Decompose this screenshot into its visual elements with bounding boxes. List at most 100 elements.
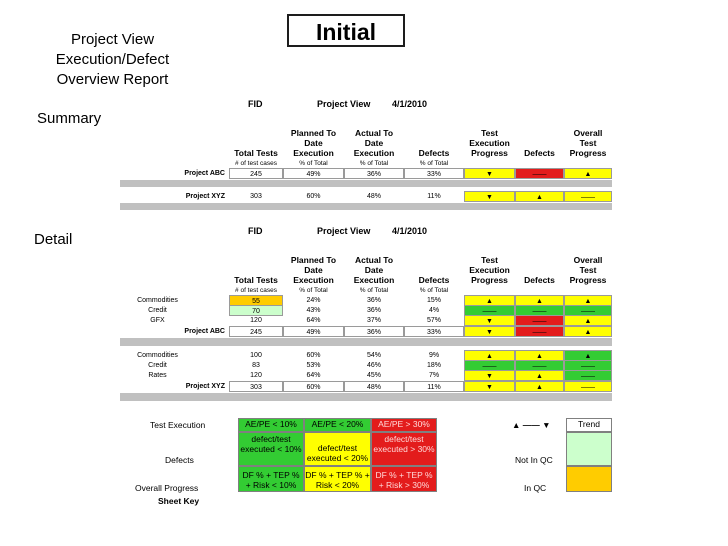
detail-group-1-row-0-value-2: 54% (366, 352, 381, 359)
key-label-overall-progress: Overall Progress (135, 483, 199, 493)
key-cell-overall-yellow: DF % + TEP % + Risk < 20% (304, 466, 371, 492)
summary-col-header-6-line-2: Progress (569, 148, 607, 158)
detail-group-0-row-2-trend-0: ▼ (464, 315, 515, 326)
detail-group-1-row-1-value-1: 53% (306, 362, 321, 369)
summary-band-0 (120, 180, 612, 187)
summary-row-0-value-1: 49% (283, 168, 344, 179)
key-cell-defects-red: defect/test executed > 30% (371, 432, 437, 466)
detail-col-header-5: Defects (515, 275, 564, 285)
detail-group-1-row-2-value-0: 120 (250, 372, 262, 379)
summary-col-header-6-line-1: Test (579, 138, 597, 148)
detail-group-1-row-1-value-2: 46% (366, 362, 381, 369)
detail-group-0-row-2-value-3: 57% (426, 317, 441, 324)
summary-subcol-2: % of Total (359, 160, 389, 167)
summary-col-header-3-line-0: Defects (418, 148, 450, 158)
summary-row-1-value-3: 11% (427, 193, 441, 200)
detail-col-header-4-line-2: Progress (471, 275, 508, 285)
summary-col-header-5: Defects (515, 148, 564, 158)
summary-row-0-value-3: 33% (404, 168, 464, 179)
detail-col-header-6-line-1: Test (579, 265, 597, 275)
detail-group-0-row-0-value-2: 36% (366, 297, 381, 304)
detail-col-header-2-line-2: Execution (353, 275, 395, 285)
detail-fid-label: FID (248, 226, 263, 236)
summary-col-header-6-line-0: Overall (573, 128, 603, 138)
detail-col-header-6: Overall Test Progress (564, 255, 612, 285)
detail-group-1-total-trend-2: —— (564, 381, 612, 392)
detail-group-1-total-value-2: 48% (344, 381, 404, 392)
detail-col-header-0: Total Tests (229, 275, 283, 285)
detail-group-0-row-2-value-1: 64% (306, 317, 321, 324)
detail-col-header-2-line-0: Actual To (354, 255, 394, 265)
report-title-line-2: Execution/Defect (55, 51, 170, 68)
detail-col-header-2: Actual To Date Execution (344, 255, 404, 285)
summary-row-1-name: Project XYZ (185, 193, 225, 200)
summary-col-header-2-line-1: Date (364, 138, 384, 148)
in-qc-label: In QC (524, 483, 547, 493)
detail-group-1-row-2-value-3: 7% (428, 372, 440, 379)
detail-col-header-1: Planned To Date Execution (283, 255, 344, 285)
summary-subcol-3: % of Total (419, 160, 449, 167)
summary-col-header-2-line-2: Execution (353, 148, 395, 158)
summary-col-header-1-line-2: Execution (293, 148, 334, 158)
summary-col-header-1-line-0: Planned To (290, 128, 337, 138)
not-in-qc-swatch (566, 432, 612, 466)
summary-subcol-1: % of Total (299, 160, 328, 167)
summary-col-header-1: Planned To Date Execution (283, 128, 344, 158)
summary-row-0-value-2: 36% (344, 168, 404, 179)
summary-row-1-trend-2: —— (564, 191, 612, 202)
summary-row-0-name: Project ABC (184, 170, 225, 177)
key-cell-exec-yellow: AE/PE < 20% (304, 418, 371, 432)
detail-subcol-2: % of Total (359, 287, 389, 294)
summary-row-0-trend-1: —— (515, 168, 564, 179)
summary-row-1-trend-1: ▲ (515, 191, 564, 202)
detail-date-label: 4/1/2010 (392, 226, 428, 236)
key-cell-exec-red: AE/PE > 30% (371, 418, 437, 432)
detail-subcol-3: % of Total (419, 287, 449, 294)
detail-group-1-row-2-trend-1: ▲ (515, 370, 564, 381)
key-cell-overall-green: DF % + TEP % + Risk < 10% (238, 466, 304, 492)
detail-group-0-total-name: Project ABC (184, 328, 225, 335)
summary-row-1-value-2: 48% (366, 193, 381, 200)
detail-group-0-total-trend-0: ▼ (464, 326, 515, 337)
detail-group-0-total-value-1: 49% (283, 326, 344, 337)
summary-col-header-0-line-0: Total Tests (234, 148, 278, 158)
summary-date-label: 4/1/2010 (392, 99, 428, 109)
detail-group-0-row-2-name: GFX (150, 317, 165, 324)
detail-group-0-row-2-trend-2: ▲ (564, 315, 612, 326)
detail-group-1-total-trend-1: ▲ (515, 381, 564, 392)
key-cell-overall-red: DF % + TEP % + Risk > 30% (371, 466, 437, 492)
detail-group-1-row-2-name: Rates (148, 372, 167, 379)
summary-row-0-trend-0: ▼ (464, 168, 515, 179)
not-in-qc-label: Not In QC (515, 455, 553, 465)
summary-subcol-0: # of test cases (235, 160, 277, 167)
summary-col-header-2-line-0: Actual To (354, 128, 394, 138)
detail-group-0-row-1-name: Credit (148, 307, 167, 314)
summary-row-1-trend-0: ▼ (464, 191, 515, 202)
detail-group-1-total-value-0: 303 (229, 381, 283, 392)
summary-col-header-6: Overall Test Progress (564, 128, 612, 158)
sheet-key-title: Sheet Key (158, 496, 200, 506)
detail-group-0-row-0-value-1: 24% (306, 297, 321, 304)
detail-group-0-total-value-2: 36% (344, 326, 404, 337)
detail-col-header-1-line-2: Execution (293, 275, 334, 285)
summary-col-header-3: Defects (404, 148, 464, 158)
detail-col-header-1-line-1: Date (304, 265, 323, 275)
summary-row-1-value-1: 60% (306, 193, 321, 200)
key-cell-exec-green: AE/PE < 10% (238, 418, 304, 432)
summary-col-header-5-line-0: Defects (524, 148, 555, 158)
detail-group-1-row-1-value-0: 83 (252, 362, 260, 369)
summary-label: Summary (37, 110, 102, 127)
detail-subcol-0: # of test cases (235, 287, 277, 294)
summary-col-header-4-line-2: Progress (471, 148, 508, 158)
trend-key-cell: Trend (566, 418, 612, 432)
detail-col-header-5-line-0: Defects (524, 275, 555, 285)
detail-group-1-row-0-name: Commodities (137, 352, 178, 359)
report-title-line-3: Overview Report (56, 71, 169, 88)
detail-view-label: Project View (317, 226, 371, 236)
detail-col-header-0-line-0: Total Tests (234, 275, 278, 285)
summary-row-1-value-0: 303 (250, 193, 262, 200)
detail-group-0-row-2-value-0: 120 (250, 317, 262, 324)
detail-col-header-3: Defects (404, 275, 464, 285)
summary-row-0-trend-2: ▲ (564, 168, 612, 179)
summary-col-header-2: Actual To Date Execution (344, 128, 404, 158)
